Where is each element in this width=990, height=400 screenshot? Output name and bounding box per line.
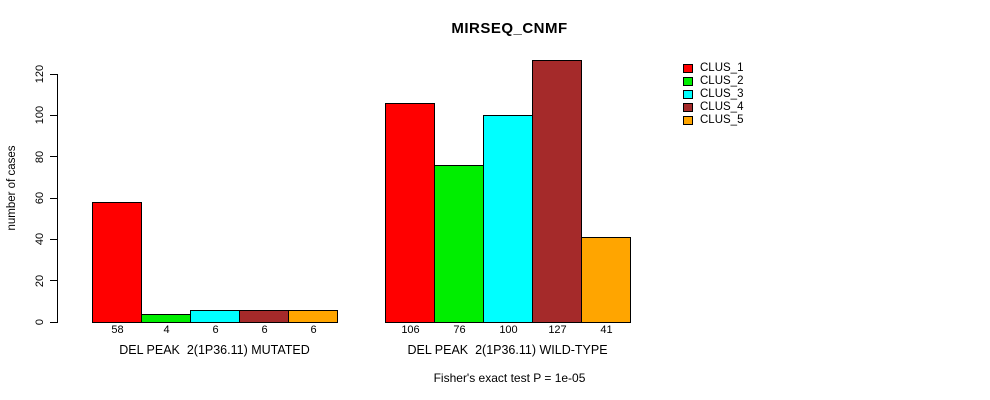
y-axis-tick-label: 80 [34, 150, 46, 163]
y-axis-tick [50, 280, 57, 282]
bar-value-label: 4 [163, 324, 170, 336]
y-axis-tick-label: 20 [34, 274, 46, 287]
bar-clus_5-group1 [288, 310, 338, 323]
legend-color-swatch [683, 116, 693, 125]
y-axis-tick-label: 40 [34, 233, 46, 246]
y-axis-tick [50, 73, 57, 75]
bar-clus_1-group1 [92, 202, 142, 323]
bar-value-label: 41 [600, 324, 613, 336]
legend-item-clus_4: CLUS_4 [683, 101, 743, 114]
chart-title: MIRSEQ_CNMF [451, 20, 568, 37]
bar-clus_4-group2 [532, 60, 582, 323]
legend-item-clus_3: CLUS_3 [683, 88, 743, 101]
y-axis-tick [50, 321, 57, 323]
bar-clus_4-group1 [239, 310, 289, 323]
bar-clus_5-group2 [581, 237, 631, 323]
legend-color-swatch [683, 103, 693, 112]
legend-label: CLUS_3 [700, 88, 744, 100]
bar-value-label: 58 [111, 324, 124, 336]
bar-clus_2-group2 [434, 165, 484, 323]
bar-clus_2-group1 [141, 314, 191, 323]
legend-label: CLUS_4 [700, 101, 744, 113]
bar-clus_1-group2 [385, 103, 435, 323]
bar-value-label: 76 [453, 324, 466, 336]
y-axis-tick [50, 197, 57, 199]
legend: CLUS_1 CLUS_2 CLUS_3 CLUS_4 CLUS_5 [683, 62, 743, 127]
legend-label: CLUS_5 [700, 114, 744, 126]
bar-clus_3-group1 [190, 310, 240, 323]
y-axis-line [57, 74, 58, 323]
fisher-test-annotation: Fisher's exact test P = 1e-05 [433, 371, 586, 385]
legend-label: CLUS_2 [700, 75, 744, 87]
y-axis-label: number of cases [6, 145, 18, 231]
legend-item-clus_2: CLUS_2 [683, 75, 743, 88]
x-axis-group-label: DEL PEAK 2(1P36.11) WILD-TYPE [407, 343, 608, 357]
legend-color-swatch [683, 64, 693, 73]
y-axis-tick-label: 60 [34, 191, 46, 205]
bar-value-label: 106 [401, 324, 420, 336]
bar-clus_3-group2 [483, 115, 533, 323]
legend-item-clus_5: CLUS_5 [683, 114, 743, 127]
legend-item-clus_1: CLUS_1 [683, 62, 743, 75]
bar-value-label: 6 [212, 324, 219, 336]
bar-value-label: 6 [310, 324, 317, 336]
bar-value-label: 6 [261, 324, 268, 336]
y-axis-tick [50, 114, 57, 116]
y-axis-tick-label: 120 [34, 64, 46, 84]
y-axis-tick-label: 0 [34, 318, 46, 326]
y-axis-tick [50, 238, 57, 240]
y-axis-tick-label: 100 [34, 106, 46, 125]
legend-color-swatch [683, 77, 693, 86]
y-axis-tick [50, 156, 57, 158]
legend-color-swatch [683, 90, 693, 99]
x-axis-group-label: DEL PEAK 2(1P36.11) MUTATED [119, 343, 310, 357]
bar-value-label: 127 [548, 324, 567, 336]
bar-value-label: 100 [499, 324, 518, 336]
legend-label: CLUS_1 [700, 62, 744, 74]
